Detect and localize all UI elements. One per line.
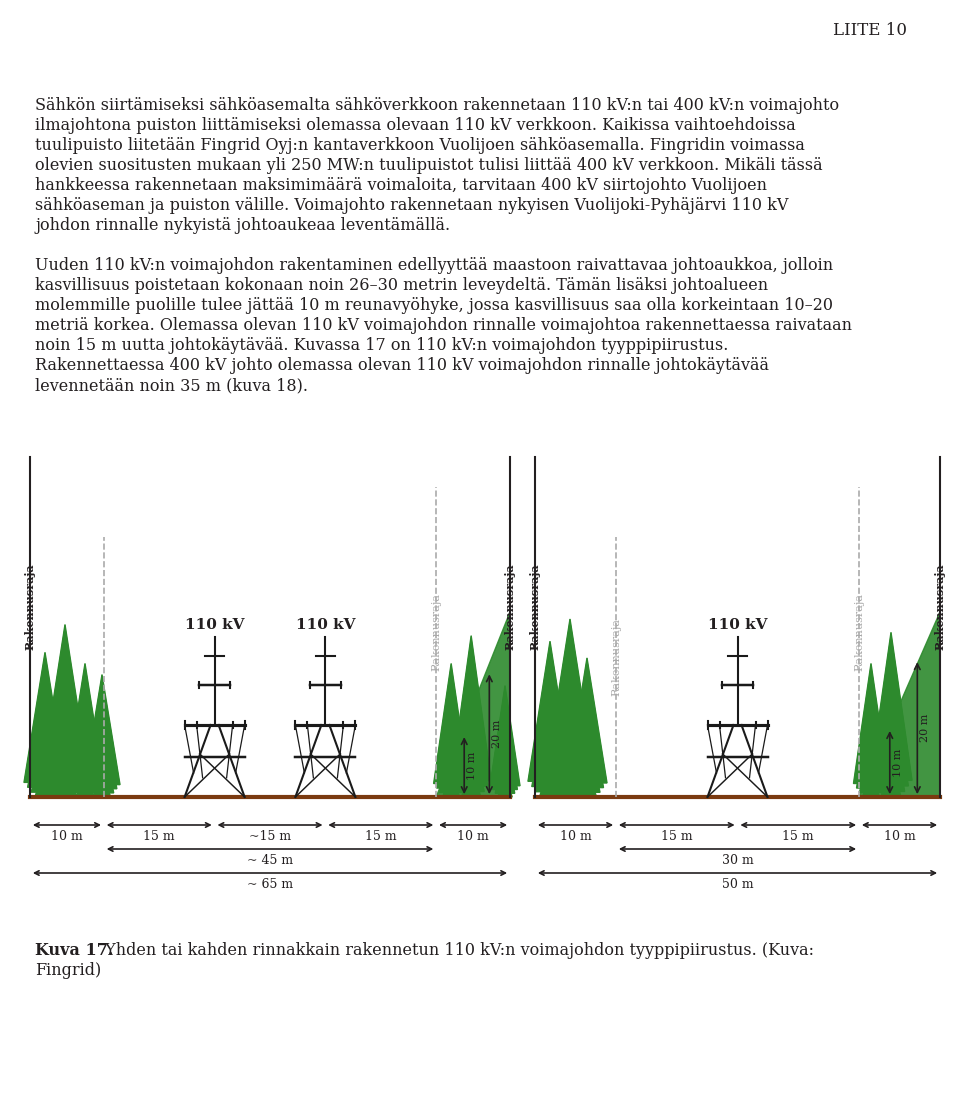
Text: ~ 45 m: ~ 45 m: [247, 853, 293, 867]
Text: 15 m: 15 m: [782, 830, 814, 844]
Text: 10 m: 10 m: [457, 830, 489, 844]
Polygon shape: [66, 663, 104, 784]
Polygon shape: [540, 762, 561, 797]
Polygon shape: [570, 694, 604, 787]
Text: sähköaseman ja puiston välille. Voimajohto rakennetaan nykyisen Vuolijoki-Pyhäjä: sähköaseman ja puiston välille. Voimajoh…: [35, 197, 788, 214]
Text: ~ 65 m: ~ 65 m: [247, 878, 293, 891]
Text: 110 kV: 110 kV: [185, 618, 245, 632]
Polygon shape: [434, 663, 468, 784]
Polygon shape: [874, 675, 908, 786]
Text: kasvillisuus poistetaan kokonaan noin 26–30 metrin leveydeltä. Tämän lisäksi joh: kasvillisuus poistetaan kokonaan noin 26…: [35, 277, 768, 294]
Polygon shape: [93, 769, 110, 797]
Text: 50 m: 50 m: [722, 878, 754, 891]
Polygon shape: [859, 733, 882, 793]
Polygon shape: [528, 641, 572, 782]
Polygon shape: [881, 761, 901, 797]
Polygon shape: [76, 767, 94, 797]
Polygon shape: [462, 761, 481, 797]
Text: 110 kV: 110 kV: [708, 618, 767, 632]
Text: 10 m: 10 m: [883, 830, 916, 844]
Polygon shape: [443, 767, 460, 797]
Polygon shape: [49, 714, 81, 792]
Text: molemmille puolille tulee jättää 10 m reunavyöhyke, jossa kasvillisuus saa olla : molemmille puolille tulee jättää 10 m re…: [35, 297, 833, 314]
Text: johdon rinnalle nykyistä johtoaukeaa leventämällä.: johdon rinnalle nykyistä johtoaukeaa lev…: [35, 217, 450, 234]
Text: Sähkön siirtämiseksi sähköasemalta sähköverkkoon rakennetaan 110 kV:n tai 400 kV: Sähkön siirtämiseksi sähköasemalta sähkö…: [35, 97, 839, 114]
Polygon shape: [558, 757, 582, 797]
Text: ~15 m: ~15 m: [249, 830, 291, 844]
Text: 10 m: 10 m: [51, 830, 83, 844]
Polygon shape: [495, 743, 515, 794]
Text: 30 m: 30 m: [722, 853, 754, 867]
Text: 20 m: 20 m: [492, 720, 502, 748]
Text: Rakennusraja: Rakennusraja: [854, 593, 864, 671]
Polygon shape: [436, 612, 510, 797]
Polygon shape: [536, 722, 564, 792]
Polygon shape: [859, 612, 940, 797]
Text: Uuden 110 kV:n voimajohdon rakentaminen edellyyttää maastoon raivattavaa johtoau: Uuden 110 kV:n voimajohdon rakentaminen …: [35, 257, 833, 275]
Text: 15 m: 15 m: [660, 830, 692, 844]
Polygon shape: [554, 711, 587, 792]
Text: Yhden tai kahden rinnakkain rakennetun 110 kV:n voimajohdon tyyppipiirustus. (Ku: Yhden tai kahden rinnakkain rakennetun 1…: [100, 942, 814, 959]
Polygon shape: [574, 730, 600, 793]
Text: metriä korkea. Olemassa olevan 110 kV voimajohdon rinnalle voimajohtoa rakennett: metriä korkea. Olemassa olevan 110 kV vo…: [35, 317, 852, 334]
Text: noin 15 m uutta johtokäytävää. Kuvassa 17 on 110 kV:n voimajohdon tyyppipiirustu: noin 15 m uutta johtokäytävää. Kuvassa 1…: [35, 337, 729, 354]
Polygon shape: [877, 717, 904, 792]
Polygon shape: [45, 669, 84, 785]
Polygon shape: [87, 706, 117, 789]
Polygon shape: [24, 652, 66, 783]
Text: 20 m: 20 m: [921, 714, 930, 743]
Polygon shape: [35, 765, 55, 797]
Polygon shape: [440, 733, 463, 793]
Polygon shape: [84, 674, 120, 785]
Text: Rakennusraja: Rakennusraja: [611, 618, 621, 696]
Text: tuulipuisto liitetään Fingrid Oyj:n kantaverkkoon Vuolijoen sähköasemalla. Fingr: tuulipuisto liitetään Fingrid Oyj:n kant…: [35, 137, 804, 154]
Text: 10 m: 10 m: [893, 748, 902, 777]
Polygon shape: [455, 677, 488, 786]
Text: Rakennusraja: Rakennusraja: [505, 563, 516, 650]
Polygon shape: [451, 635, 492, 780]
Polygon shape: [90, 738, 113, 793]
Polygon shape: [28, 690, 62, 787]
Polygon shape: [532, 682, 568, 786]
Text: 15 m: 15 m: [143, 830, 175, 844]
Text: 15 m: 15 m: [365, 830, 396, 844]
Text: olevien suositusten mukaan yli 250 MW:n tuulipuistot tulisi liittää 400 kV verkk: olevien suositusten mukaan yli 250 MW:n …: [35, 157, 823, 174]
Text: Rakennusraja: Rakennusraja: [25, 563, 36, 650]
Text: Rakennusraja: Rakennusraja: [431, 593, 442, 671]
Polygon shape: [490, 685, 520, 786]
Polygon shape: [856, 699, 885, 788]
Text: 110 kV: 110 kV: [296, 618, 355, 632]
Text: 10 m: 10 m: [468, 752, 477, 779]
Polygon shape: [437, 699, 466, 788]
Text: ilmajohtona puiston liittämiseksi olemassa olevaan 110 kV verkkoon. Kaikissa vai: ilmajohtona puiston liittämiseksi olemas…: [35, 117, 796, 134]
Text: Fingrid): Fingrid): [35, 962, 101, 979]
Polygon shape: [73, 733, 97, 793]
Polygon shape: [32, 727, 59, 793]
Polygon shape: [863, 767, 879, 797]
Polygon shape: [54, 758, 77, 797]
Polygon shape: [492, 714, 517, 789]
Text: Rakennusraja: Rakennusraja: [530, 563, 540, 650]
Polygon shape: [458, 720, 484, 792]
Polygon shape: [853, 663, 889, 784]
Text: levennetään noin 35 m (kuva 18).: levennetään noin 35 m (kuva 18).: [35, 377, 308, 394]
Polygon shape: [870, 632, 912, 780]
Polygon shape: [549, 665, 590, 785]
Polygon shape: [567, 658, 607, 783]
Text: Rakennettaessa 400 kV johto olemassa olevan 110 kV voimajohdon rinnalle johtokäy: Rakennettaessa 400 kV johto olemassa ole…: [35, 356, 769, 374]
Text: Kuva 17.: Kuva 17.: [35, 942, 113, 959]
Text: Rakennusraja: Rakennusraja: [934, 563, 946, 650]
Text: LIITE 10: LIITE 10: [833, 22, 907, 39]
Polygon shape: [545, 619, 595, 779]
Text: 10 m: 10 m: [560, 830, 591, 844]
Polygon shape: [41, 624, 89, 779]
Polygon shape: [69, 699, 101, 788]
Polygon shape: [578, 766, 596, 797]
Polygon shape: [498, 772, 512, 797]
Text: hankkeessa rakennetaan maksimimäärä voimaloita, tarvitaan 400 kV siirtojohto Vuo: hankkeessa rakennetaan maksimimäärä voim…: [35, 177, 767, 194]
